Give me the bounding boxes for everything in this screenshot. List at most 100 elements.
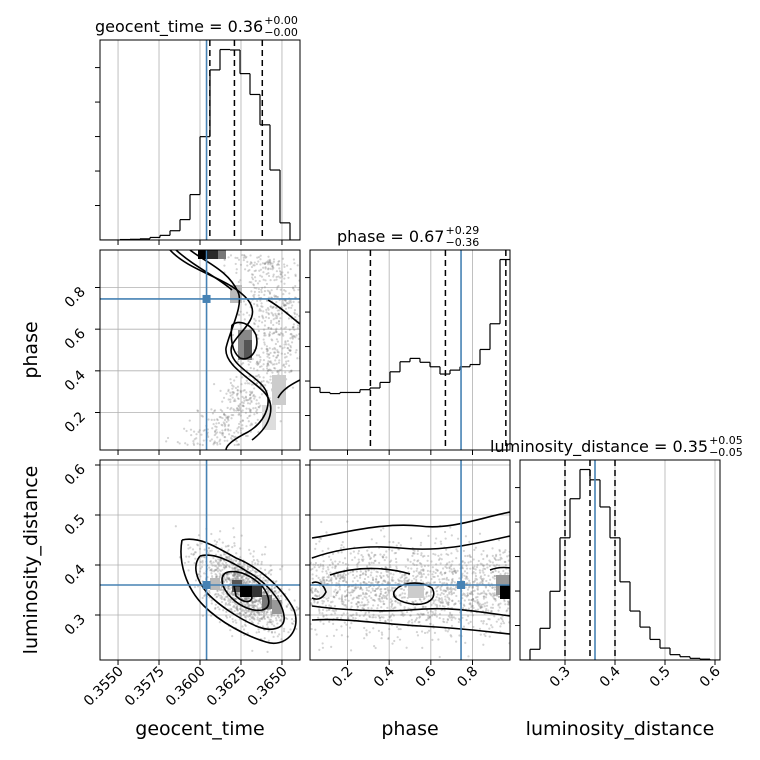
panel-luminosity_distance-vs-phase-sample-1188 (352, 589, 355, 592)
panel-luminosity_distance-vs-phase-sample-29 (480, 606, 483, 609)
panel-luminosity_distance-vs-geocent_time-sample-124 (216, 566, 219, 569)
panel-luminosity_distance-vs-phase-sample-1007 (479, 606, 482, 610)
panel-luminosity_distance-vs-geocent_time-sample-163 (203, 548, 206, 551)
panel-phase-vs-geocent_time-sample-244 (236, 427, 239, 430)
panel-luminosity_distance-vs-geocent_time-sample-899 (224, 561, 228, 564)
panel-phase-vs-geocent_time-sample-501 (279, 317, 282, 320)
panel-luminosity_distance-vs-phase-sample-89 (403, 581, 406, 584)
panel-luminosity_distance-vs-phase-sample-716 (458, 634, 461, 637)
panel-luminosity_distance-vs-phase-sample-298 (322, 576, 326, 579)
panel-phase-vs-geocent_time-sample-623 (221, 424, 224, 427)
panel-phase-vs-geocent_time-sample-303 (290, 370, 293, 373)
panel-luminosity_distance-vs-phase-sample-683 (388, 582, 391, 585)
frame-2-2 (519, 459, 721, 661)
panel-luminosity_distance-vs-phase-sample-985 (391, 576, 394, 579)
panel-luminosity_distance-vs-geocent_time-sample-843 (244, 624, 247, 627)
panel-luminosity_distance-vs-phase-sample-1466 (497, 595, 501, 598)
panel-luminosity_distance-vs-geocent_time-sample-100 (233, 566, 236, 570)
panel-luminosity_distance-vs-phase-sample-850 (453, 581, 456, 584)
panel-phase-vs-geocent_time-sample-797 (248, 393, 252, 396)
panel-luminosity_distance-vs-phase-sample-646 (330, 613, 333, 616)
panel-luminosity_distance-vs-geocent_time-sample-1190 (239, 612, 242, 615)
panel-luminosity_distance-vs-phase-sample-997 (395, 544, 398, 547)
panel-luminosity_distance-vs-phase-sample-1478 (507, 601, 510, 605)
panel-phase-vs-geocent_time-sample-581 (223, 413, 226, 417)
panel-luminosity_distance-vs-geocent_time-sample-548 (257, 619, 261, 622)
panel-phase-vs-geocent_time-sample-860 (274, 329, 278, 332)
panel-luminosity_distance-vs-phase-sample-1290 (322, 578, 325, 582)
panel-luminosity_distance-vs-phase-sample-90 (334, 577, 338, 581)
panel-luminosity_distance-vs-phase-sample-874 (340, 544, 343, 547)
panel-luminosity_distance-vs-phase-sample-115 (461, 560, 464, 563)
panel-luminosity_distance-vs-phase-sample-531 (366, 603, 369, 606)
panel-phase-vs-geocent_time-sample-49 (256, 375, 259, 378)
panel-luminosity_distance-vs-geocent_time-sample-589 (243, 610, 246, 613)
panel-phase-vs-geocent_time-sample-497 (270, 327, 273, 331)
panel-luminosity_distance-vs-geocent_time-sample-1036 (236, 593, 240, 596)
panel-luminosity_distance-vs-phase-sample-1477 (435, 605, 439, 608)
panel-luminosity_distance-vs-phase-sample-943 (362, 614, 365, 618)
panel-luminosity_distance-vs-phase-sample-870 (490, 609, 493, 613)
panel-luminosity_distance-vs-phase-sample-1323 (464, 594, 467, 597)
xtick-label-geocent_time-2: 0.3600 (163, 664, 209, 710)
panel-luminosity_distance-vs-geocent_time-sample-458 (236, 612, 239, 615)
panel-luminosity_distance-vs-phase-sample-1324 (373, 599, 376, 602)
panel-luminosity_distance-vs-geocent_time-sample-765 (295, 609, 298, 612)
panel-luminosity_distance-vs-phase-sample-1174 (474, 572, 477, 575)
panel-luminosity_distance-vs-phase-sample-452 (437, 558, 441, 561)
panel-phase-vs-geocent_time-sample-897 (219, 442, 222, 446)
panel-luminosity_distance-vs-geocent_time-sample-544 (224, 565, 227, 569)
panel-luminosity_distance-vs-phase-sample-446 (431, 611, 434, 614)
panel-luminosity_distance-vs-phase-sample-786 (477, 603, 480, 606)
panel-luminosity_distance-vs-phase-sample-52 (476, 595, 479, 599)
panel-luminosity_distance-vs-phase-sample-561 (468, 602, 471, 605)
panel-luminosity_distance-vs-phase-sample-574 (358, 587, 362, 591)
panel-phase-vs-geocent_time-sample-79 (233, 379, 236, 382)
panel-luminosity_distance-vs-phase-sample-299 (469, 620, 472, 624)
panel-luminosity_distance-vs-geocent_time-sample-861 (210, 532, 213, 536)
panel-luminosity_distance-vs-phase-sample-1184 (365, 592, 369, 596)
panel-luminosity_distance-vs-geocent_time-sample-599 (219, 569, 222, 573)
panel-phase-vs-geocent_time-sample-294 (229, 254, 233, 257)
panel-luminosity_distance-vs-phase-sample-346 (441, 582, 444, 585)
panel-phase-vs-geocent_time-sample-607 (195, 433, 198, 436)
panel-phase-vs-geocent_time-sample-443 (262, 271, 265, 274)
panel-phase-vs-geocent_time-sample-221 (226, 416, 229, 419)
panel-phase-vs-geocent_time-sample-112 (238, 412, 241, 415)
panel-luminosity_distance-vs-phase-sample-473 (390, 586, 393, 589)
panel-phase-vs-geocent_time-sample-543 (215, 428, 218, 431)
panel-luminosity_distance-vs-phase-sample-565 (473, 565, 476, 568)
panel-luminosity_distance-vs-phase-sample-428 (499, 556, 502, 559)
panel-luminosity_distance-vs-phase-sample-894 (400, 575, 404, 579)
panel-luminosity_distance-vs-phase-sample-631 (472, 567, 475, 570)
panel-phase-vs-geocent_time-contour-4 (175, 250, 233, 291)
panel-luminosity_distance-vs-phase-sample-1094 (397, 579, 400, 583)
hist-luminosity_distance (520, 460, 720, 660)
panel-luminosity_distance-vs-phase-sample-654 (379, 574, 382, 577)
panel-luminosity_distance-vs-phase-sample-612 (436, 593, 439, 596)
panel-luminosity_distance-vs-geocent_time-sample-1062 (246, 596, 250, 600)
panel-luminosity_distance-vs-geocent_time-sample-496 (241, 575, 244, 578)
panel-luminosity_distance-vs-phase-sample-450 (449, 634, 452, 637)
panel-luminosity_distance-vs-phase-sample-1086 (314, 588, 317, 591)
panel-luminosity_distance-vs-phase-sample-539 (463, 593, 466, 596)
panel-luminosity_distance-vs-phase-sample-645 (443, 609, 446, 612)
panel-phase-vs-geocent_time-sample-668 (263, 262, 267, 265)
panel-phase-vs-geocent_time-sample-405 (305, 300, 307, 302)
panel-luminosity_distance-vs-phase-sample-243 (345, 594, 349, 597)
panel-luminosity_distance-vs-phase-sample-702 (472, 606, 475, 609)
panel-phase-vs-geocent_time-sample-603 (255, 399, 258, 402)
panel-phase-vs-geocent_time-sample-98 (214, 429, 217, 433)
panel-luminosity_distance-vs-geocent_time-density-cell-3 (252, 585, 262, 597)
panel-luminosity_distance-vs-phase-sample-1443 (422, 605, 425, 609)
panel-luminosity_distance-vs-phase-sample-964 (316, 564, 320, 567)
panel-phase-vs-geocent_time-sample-378 (235, 429, 238, 433)
panel-phase-vs-geocent_time-sample-265 (231, 384, 234, 387)
panel-phase-vs-geocent_time-sample-348 (249, 390, 252, 393)
panel-luminosity_distance-vs-phase-sample-1390 (420, 613, 424, 616)
panel-phase-vs-geocent_time-sample-430 (283, 365, 287, 369)
panel-phase-vs-geocent_time-sample-721 (224, 429, 227, 432)
panel-luminosity_distance-vs-geocent_time-sample-850 (239, 601, 242, 604)
panel-luminosity_distance-vs-geocent_time-sample-656 (213, 593, 217, 596)
panel-luminosity_distance-vs-phase-sample-81 (322, 614, 325, 617)
